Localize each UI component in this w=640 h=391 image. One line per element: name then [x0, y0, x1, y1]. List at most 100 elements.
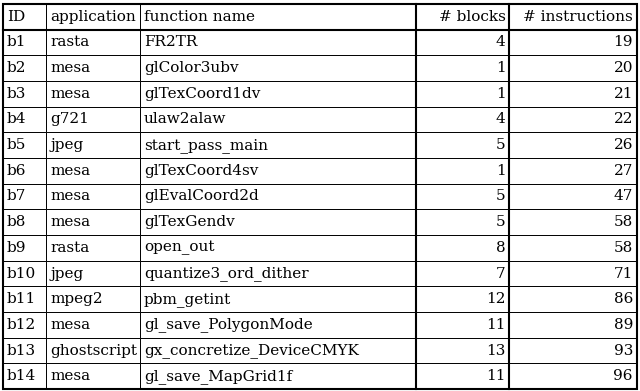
Bar — [3, 184, 46, 209]
Bar — [509, 55, 637, 81]
Bar — [509, 184, 637, 209]
Text: # blocks: # blocks — [439, 10, 506, 24]
Text: b9: b9 — [7, 241, 26, 255]
Bar — [415, 209, 509, 235]
Bar — [140, 107, 415, 132]
Text: 4: 4 — [496, 36, 506, 49]
Bar — [509, 312, 637, 338]
Bar — [3, 81, 46, 107]
Bar — [46, 30, 140, 55]
Bar — [415, 4, 509, 30]
Bar — [140, 30, 415, 55]
Text: b10: b10 — [7, 267, 36, 280]
Text: 27: 27 — [614, 164, 633, 178]
Text: 22: 22 — [614, 113, 633, 126]
Text: b7: b7 — [7, 190, 26, 203]
Text: pbm_getint: pbm_getint — [144, 292, 231, 307]
Text: b5: b5 — [7, 138, 26, 152]
Bar — [3, 4, 46, 30]
Text: b4: b4 — [7, 113, 26, 126]
Text: open_out: open_out — [144, 240, 214, 255]
Bar — [3, 261, 46, 286]
Bar — [140, 286, 415, 312]
Text: 1: 1 — [496, 87, 506, 101]
Bar — [415, 107, 509, 132]
Bar — [46, 312, 140, 338]
Text: rasta: rasta — [50, 36, 90, 49]
Text: mesa: mesa — [50, 164, 90, 178]
Bar — [3, 107, 46, 132]
Text: ID: ID — [7, 10, 26, 24]
Bar — [46, 132, 140, 158]
Text: 96: 96 — [614, 369, 633, 383]
Bar — [509, 132, 637, 158]
Text: glTexCoord1dv: glTexCoord1dv — [144, 87, 260, 101]
Text: glTexCoord4sv: glTexCoord4sv — [144, 164, 259, 178]
Bar — [415, 132, 509, 158]
Bar — [140, 363, 415, 389]
Text: gl_save_PolygonMode: gl_save_PolygonMode — [144, 317, 313, 332]
Text: rasta: rasta — [50, 241, 90, 255]
Bar — [3, 312, 46, 338]
Bar — [415, 30, 509, 55]
Text: function name: function name — [144, 10, 255, 24]
Text: 20: 20 — [614, 61, 633, 75]
Bar — [46, 286, 140, 312]
Text: 19: 19 — [614, 36, 633, 49]
Bar — [415, 363, 509, 389]
Text: glEvalCoord2d: glEvalCoord2d — [144, 190, 259, 203]
Text: 13: 13 — [486, 344, 506, 357]
Bar — [140, 55, 415, 81]
Text: 8: 8 — [496, 241, 506, 255]
Text: gl_save_MapGrid1f: gl_save_MapGrid1f — [144, 369, 292, 384]
Text: 58: 58 — [614, 215, 633, 229]
Text: 89: 89 — [614, 318, 633, 332]
Text: b3: b3 — [7, 87, 26, 101]
Text: 71: 71 — [614, 267, 633, 280]
Bar — [415, 184, 509, 209]
Bar — [415, 286, 509, 312]
Text: 1: 1 — [496, 61, 506, 75]
Text: 11: 11 — [486, 369, 506, 383]
Text: b11: b11 — [7, 292, 36, 306]
Bar — [3, 286, 46, 312]
Text: 11: 11 — [486, 318, 506, 332]
Bar — [3, 158, 46, 184]
Bar — [509, 107, 637, 132]
Text: quantize3_ord_dither: quantize3_ord_dither — [144, 266, 308, 281]
Text: 12: 12 — [486, 292, 506, 306]
Text: b6: b6 — [7, 164, 26, 178]
Text: 5: 5 — [496, 138, 506, 152]
Bar — [46, 55, 140, 81]
Text: 7: 7 — [496, 267, 506, 280]
Text: b13: b13 — [7, 344, 36, 357]
Bar — [46, 235, 140, 261]
Text: glTexGendv: glTexGendv — [144, 215, 235, 229]
Bar — [415, 81, 509, 107]
Text: 93: 93 — [614, 344, 633, 357]
Bar — [415, 312, 509, 338]
Text: b8: b8 — [7, 215, 26, 229]
Bar — [509, 235, 637, 261]
Text: ulaw2alaw: ulaw2alaw — [144, 113, 227, 126]
Text: 4: 4 — [496, 113, 506, 126]
Text: mesa: mesa — [50, 215, 90, 229]
Text: b2: b2 — [7, 61, 26, 75]
Bar — [46, 158, 140, 184]
Bar — [140, 235, 415, 261]
Bar — [509, 158, 637, 184]
Bar — [509, 209, 637, 235]
Text: mesa: mesa — [50, 369, 90, 383]
Bar — [509, 261, 637, 286]
Bar — [140, 338, 415, 363]
Text: start_pass_main: start_pass_main — [144, 138, 268, 152]
Text: 47: 47 — [614, 190, 633, 203]
Text: mesa: mesa — [50, 190, 90, 203]
Bar — [46, 184, 140, 209]
Bar — [509, 81, 637, 107]
Text: ghostscript: ghostscript — [50, 344, 137, 357]
Text: 1: 1 — [496, 164, 506, 178]
Text: b14: b14 — [7, 369, 36, 383]
Bar — [3, 235, 46, 261]
Bar — [140, 132, 415, 158]
